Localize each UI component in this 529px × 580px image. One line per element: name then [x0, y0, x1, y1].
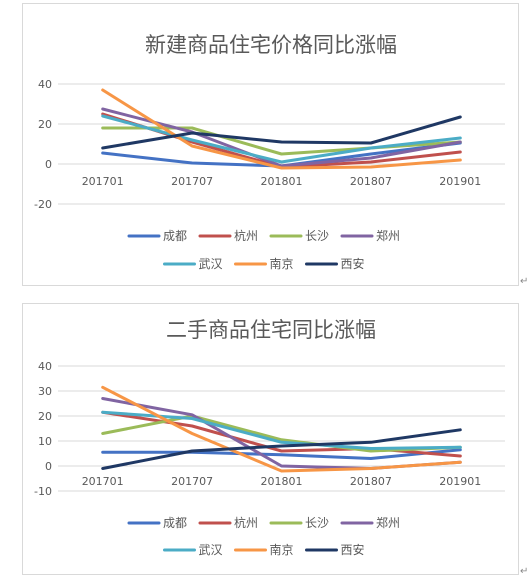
y-tick-label: 40	[38, 360, 52, 373]
paragraph-mark: ↵	[520, 276, 529, 287]
x-tick-label: 201801	[261, 175, 303, 188]
chart-title: 新建商品住宅价格同比涨幅	[145, 33, 397, 57]
legend-label: 成都	[163, 516, 187, 530]
series-line-7	[101, 428, 462, 470]
chart-svg-new-homes: 新建商品住宅价格同比涨幅 -20 0 20 40 201701 201707 201801 20…	[34, 33, 505, 271]
legend-item: 长沙	[269, 229, 329, 243]
legend-item: 长沙	[269, 516, 329, 530]
series-line-4	[101, 107, 462, 168]
legend-label: 南京	[270, 256, 294, 271]
paragraph-mark: ↵	[520, 566, 529, 577]
x-tick-label: 201807	[350, 475, 392, 488]
series-line-3	[101, 414, 462, 453]
x-tick-label: 201901	[439, 475, 481, 488]
legend-label: 武汉	[199, 543, 223, 557]
legend-item: 武汉	[163, 543, 223, 557]
y-tick-label: -10	[34, 485, 52, 498]
legend-item: 南京	[234, 256, 294, 271]
legend-label: 长沙	[305, 516, 329, 530]
legend-label: 西安	[341, 542, 365, 557]
legend-label: 杭州	[234, 515, 258, 530]
y-tick-label: 0	[45, 460, 52, 473]
x-tick-label: 201807	[350, 175, 392, 188]
series-line-6	[101, 88, 462, 170]
y-tick-label: 40	[38, 78, 52, 91]
x-tick-label: 201701	[82, 475, 124, 488]
legend-label: 南京	[270, 542, 294, 557]
y-tick-label: -20	[34, 198, 52, 211]
series-line-7	[101, 115, 462, 150]
series-line-6	[101, 385, 462, 473]
legend-item: 杭州	[198, 515, 258, 530]
chart-panel-new-homes: 新建商品住宅价格同比涨幅 -20 0 20 40 201701 201707 201801 20…	[22, 3, 519, 286]
x-tick-label: 201707	[171, 475, 213, 488]
x-tick-label: 201901	[439, 175, 481, 188]
legend-label: 西安	[341, 256, 365, 271]
legend-label: 成都	[163, 229, 187, 243]
y-tick-label: 30	[38, 385, 52, 398]
x-tick-label: 201801	[261, 475, 303, 488]
chart-panel-resale-homes: 二手商品住宅同比涨幅 -10 0 10 20 30 40 201701 201707 201801…	[22, 303, 519, 575]
legend-label: 郑州	[376, 515, 400, 530]
chart-title: 二手商品住宅同比涨幅	[166, 318, 376, 342]
y-tick-label: 20	[38, 410, 52, 423]
y-tick-label: 10	[38, 435, 52, 448]
legend-item: 郑州	[340, 228, 400, 243]
legend-item: 杭州	[198, 228, 258, 243]
legend-label: 郑州	[376, 228, 400, 243]
legend-label: 杭州	[234, 228, 258, 243]
legend-item: 成都	[127, 516, 187, 530]
series-line-5	[101, 114, 462, 164]
chart-svg-resale-homes: 二手商品住宅同比涨幅 -10 0 10 20 30 40 201701 201707 201801…	[34, 318, 505, 557]
legend-label: 武汉	[199, 257, 223, 271]
series-line-1	[101, 448, 462, 460]
legend-item: 成都	[127, 229, 187, 243]
y-tick-label: 0	[45, 158, 52, 171]
y-tick-label: 20	[38, 118, 52, 131]
series-line-5	[101, 410, 462, 450]
legend-item: 南京	[234, 542, 294, 557]
legend-label: 长沙	[305, 229, 329, 243]
x-tick-label: 201707	[171, 175, 213, 188]
legend-item: 武汉	[163, 257, 223, 271]
x-tick-label: 201701	[82, 175, 124, 188]
legend-item: 西安	[305, 542, 365, 557]
legend-item: 西安	[305, 256, 365, 271]
legend-item: 郑州	[340, 515, 400, 530]
